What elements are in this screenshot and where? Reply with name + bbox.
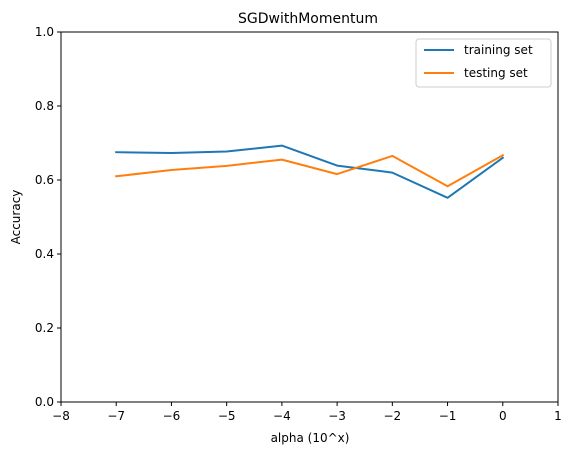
- chart-title: SGDwithMomentum: [238, 11, 378, 27]
- y-tick-label: 0.8: [35, 99, 54, 113]
- data-point-training-set: [281, 145, 283, 147]
- data-point-testing-set: [170, 169, 172, 171]
- x-tick-label: −1: [439, 409, 457, 423]
- y-axis-label: Accuracy: [9, 190, 23, 245]
- data-point-training-set: [502, 157, 504, 159]
- series-line-testing-set: [115, 153, 505, 188]
- data-point-testing-set: [115, 175, 117, 177]
- x-tick-label: −7: [107, 409, 125, 423]
- x-tick-label: −5: [218, 409, 236, 423]
- data-point-testing-set: [226, 165, 228, 167]
- legend-label-training-set: training set: [464, 43, 533, 57]
- data-point-training-set: [115, 151, 117, 153]
- series-line-training-set: [115, 144, 505, 199]
- data-point-training-set: [447, 197, 449, 199]
- series-layer: [115, 144, 505, 199]
- legend: training set testing set: [415, 38, 552, 88]
- data-point-testing-set: [281, 159, 283, 161]
- x-tick-label: −2: [383, 409, 401, 423]
- y-axis-ticks: 0.0 0.2 0.4 0.6 0.8 1.0: [35, 25, 61, 409]
- data-point-testing-set: [391, 155, 393, 157]
- x-tick-label: 1: [554, 409, 562, 423]
- x-tick-label: −4: [273, 409, 291, 423]
- y-tick-label: 0.6: [35, 173, 54, 187]
- plot-frame: [60, 31, 559, 403]
- x-tick-label: 0: [499, 409, 507, 423]
- plot-area: [60, 31, 559, 403]
- x-tick-label: −8: [52, 409, 70, 423]
- data-point-training-set: [336, 165, 338, 167]
- y-tick-label: 0.4: [35, 247, 54, 261]
- x-tick-label: −6: [163, 409, 181, 423]
- data-point-training-set: [226, 151, 228, 153]
- data-point-training-set: [170, 152, 172, 154]
- legend-label-testing-set: testing set: [464, 66, 528, 80]
- data-point-testing-set: [336, 173, 338, 175]
- x-tick-label: −3: [328, 409, 346, 423]
- y-tick-label: 1.0: [35, 25, 54, 39]
- x-axis-label: alpha (10^x): [271, 431, 350, 445]
- x-axis-ticks: −8 −7 −6 −5 −4 −3 −2 −1 0 1: [52, 402, 562, 423]
- data-point-training-set: [391, 172, 393, 174]
- data-point-testing-set: [447, 185, 449, 187]
- y-tick-label: 0.2: [35, 321, 54, 335]
- data-point-testing-set: [502, 154, 504, 156]
- y-tick-label: 0.0: [35, 395, 54, 409]
